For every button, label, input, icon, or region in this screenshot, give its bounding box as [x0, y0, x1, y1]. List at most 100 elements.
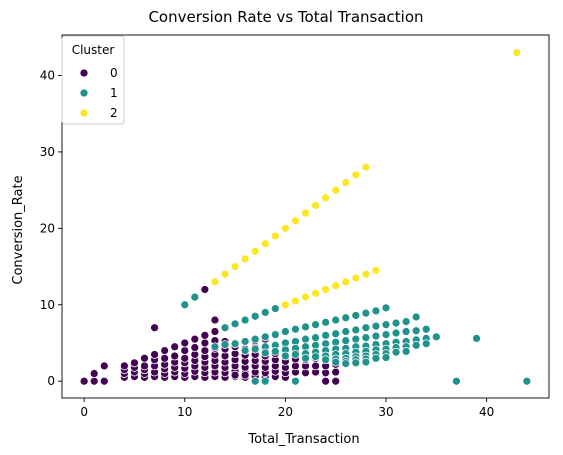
data-point-cluster-1	[401, 347, 411, 356]
chart-title: Conversion Rate vs Total Transaction	[148, 8, 423, 26]
data-point-cluster-1	[381, 303, 391, 313]
data-point-cluster-1	[341, 359, 351, 368]
data-point-cluster-1	[351, 325, 361, 335]
legend: Cluster 0 1 2	[61, 35, 125, 125]
data-point-cluster-1	[230, 319, 240, 329]
data-point-cluster-2	[291, 296, 300, 306]
data-point-cluster-2	[341, 277, 351, 287]
data-point-cluster-1	[381, 353, 391, 362]
data-point-cluster-1	[331, 315, 341, 325]
data-point-cluster-1	[381, 320, 391, 330]
data-point-cluster-0	[311, 361, 320, 371]
plot-frame	[61, 34, 550, 399]
data-point-cluster-1	[291, 324, 300, 334]
data-point-cluster-1	[291, 350, 300, 359]
data-point-cluster-1	[220, 340, 230, 349]
data-point-cluster-1	[421, 324, 431, 334]
data-point-cluster-0	[140, 361, 149, 371]
data-point-cluster-2	[351, 170, 361, 180]
data-point-cluster-2	[331, 185, 341, 195]
data-point-cluster-1	[421, 339, 431, 349]
data-point-cluster-0	[190, 334, 200, 344]
data-point-cluster-1	[291, 376, 300, 386]
y-tick-label: 10	[40, 298, 55, 312]
data-point-cluster-1	[361, 333, 371, 343]
data-point-cluster-2	[281, 223, 290, 233]
data-point-cluster-0	[180, 353, 190, 363]
data-point-cluster-0	[170, 342, 180, 352]
y-axis-label: Conversion_Rate	[11, 175, 26, 284]
data-point-cluster-1	[260, 376, 270, 386]
data-point-cluster-1	[341, 336, 351, 346]
data-point-cluster-0	[210, 327, 220, 336]
data-point-cluster-1	[371, 353, 381, 363]
data-point-cluster-1	[472, 334, 481, 343]
data-point-cluster-1	[411, 340, 421, 350]
data-point-cluster-1	[371, 321, 381, 331]
data-point-cluster-1	[391, 328, 401, 338]
data-point-cluster-1	[321, 355, 330, 365]
data-point-cluster-1	[341, 327, 351, 336]
data-point-cluster-2	[361, 269, 371, 279]
data-point-cluster-1	[260, 348, 270, 358]
data-point-cluster-1	[230, 339, 240, 349]
data-point-cluster-0	[200, 330, 210, 340]
data-point-cluster-1	[321, 330, 330, 340]
data-point-cluster-0	[150, 350, 159, 359]
x-tick-label: 30	[378, 405, 393, 419]
legend-label-2: 2	[110, 106, 118, 120]
data-point-cluster-1	[220, 323, 230, 333]
data-point-cluster-0	[240, 370, 250, 380]
data-point-cluster-1	[351, 358, 361, 368]
data-point-cluster-1	[371, 331, 381, 341]
data-point-cluster-2	[240, 254, 250, 264]
x-tick-label: 20	[278, 405, 293, 419]
data-point-cluster-2	[260, 239, 270, 249]
data-point-cluster-0	[210, 315, 220, 325]
data-point-cluster-0	[200, 346, 210, 355]
data-point-cluster-1	[260, 308, 270, 317]
x-tick-label: 40	[479, 405, 494, 419]
data-point-cluster-1	[411, 326, 421, 336]
data-point-cluster-2	[331, 281, 341, 291]
data-point-cluster-0	[331, 367, 341, 377]
data-point-cluster-1	[411, 312, 421, 322]
data-point-cluster-2	[321, 193, 330, 203]
data-point-cluster-2	[311, 201, 320, 210]
data-point-cluster-1	[391, 347, 401, 357]
data-point-cluster-1	[401, 327, 411, 336]
data-point-cluster-2	[311, 288, 320, 298]
y-tick-label: 20	[40, 221, 55, 235]
data-point-cluster-1	[260, 332, 270, 342]
data-point-cluster-1	[381, 330, 391, 339]
data-point-cluster-1	[240, 346, 250, 355]
data-point-cluster-1	[331, 329, 341, 339]
data-point-cluster-0	[170, 351, 180, 361]
data-point-cluster-2	[291, 216, 300, 226]
data-point-cluster-1	[391, 318, 401, 328]
data-point-cluster-1	[281, 351, 290, 361]
data-point-cluster-1	[431, 332, 441, 342]
y-tick-label: 0	[47, 374, 55, 388]
data-point-cluster-0	[120, 361, 129, 371]
data-point-cluster-2	[341, 178, 351, 187]
data-point-cluster-1	[180, 300, 190, 310]
data-point-cluster-0	[230, 370, 240, 380]
data-point-cluster-1	[270, 347, 280, 356]
data-point-cluster-1	[311, 333, 320, 343]
data-point-cluster-2	[210, 277, 220, 287]
legend-marker-1	[79, 88, 89, 98]
data-point-cluster-0	[99, 361, 109, 371]
data-point-cluster-0	[89, 369, 99, 378]
data-point-cluster-1	[371, 306, 381, 316]
data-point-cluster-1	[522, 376, 532, 386]
data-point-cluster-1	[361, 357, 371, 367]
data-point-cluster-2	[270, 231, 280, 241]
y-tick-label: 30	[40, 145, 55, 159]
data-point-cluster-0	[99, 376, 109, 386]
data-point-cluster-1	[361, 323, 371, 333]
data-point-cluster-1	[270, 304, 280, 313]
data-point-cluster-2	[351, 273, 361, 283]
